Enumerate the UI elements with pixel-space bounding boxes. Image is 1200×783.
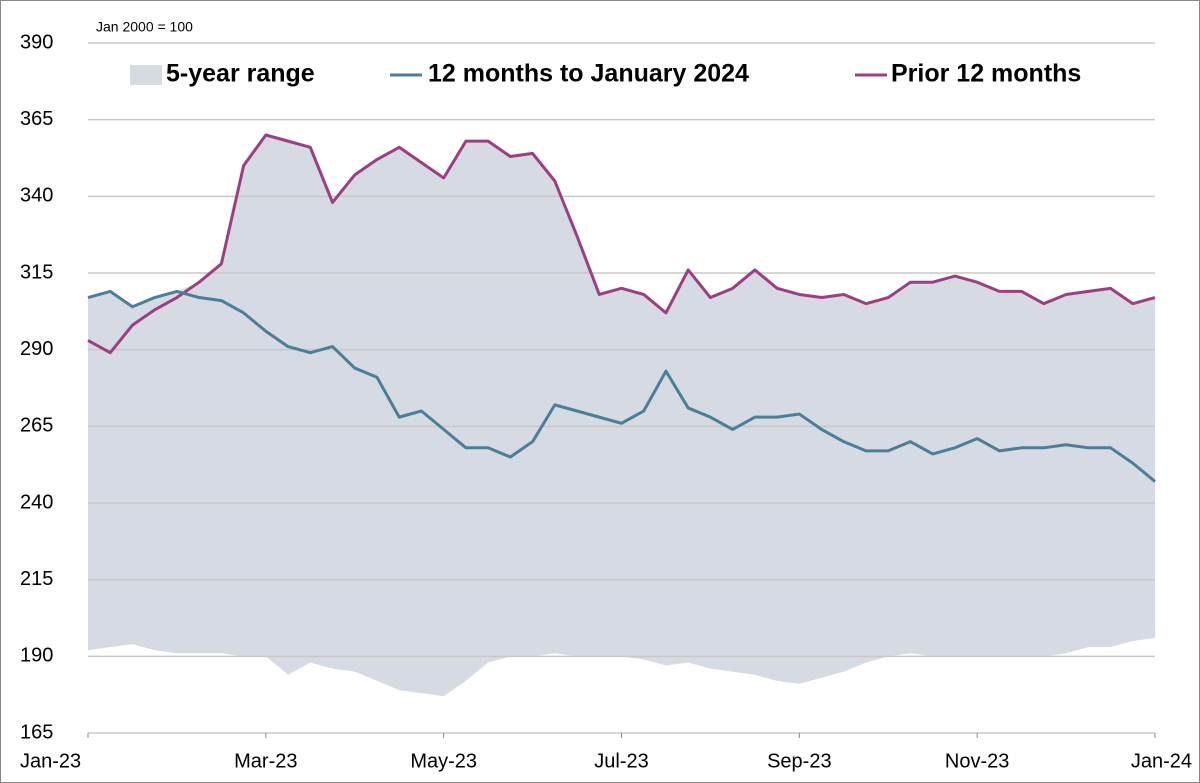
y-tick-label: 190: [20, 645, 53, 667]
x-tick-label: Jul-23: [594, 750, 648, 772]
legend-label: Prior 12 months: [891, 60, 1081, 88]
x-tick-label: Mar-23: [234, 750, 297, 772]
y-tick-label: 165: [20, 721, 53, 743]
y-tick-label: 390: [20, 31, 53, 53]
legend-label: 12 months to January 2024: [428, 60, 749, 88]
x-tick-label: Jan-24: [1131, 750, 1192, 772]
x-tick-label: Sep-23: [767, 750, 832, 772]
y-tick-label: 365: [20, 108, 53, 130]
y-tick-label: 315: [20, 261, 53, 283]
legend-label: 5-year range: [166, 60, 315, 88]
y-tick-label: 265: [20, 415, 53, 437]
series-line: [87, 133, 1156, 355]
legend-swatch: [130, 65, 162, 85]
y-tick-label: 290: [20, 338, 53, 360]
range-area: [88, 135, 1155, 697]
x-tick-label: May-23: [410, 750, 477, 772]
x-tick-label: Nov-23: [945, 750, 1009, 772]
y-tick-label: 340: [20, 185, 53, 207]
y-tick-label: 240: [20, 491, 53, 513]
series-line: [87, 289, 1156, 483]
x-tick-label: Jan-23: [20, 750, 81, 772]
y-tick-label: 215: [20, 568, 53, 590]
annotation: Jan 2000 = 100: [96, 19, 193, 35]
